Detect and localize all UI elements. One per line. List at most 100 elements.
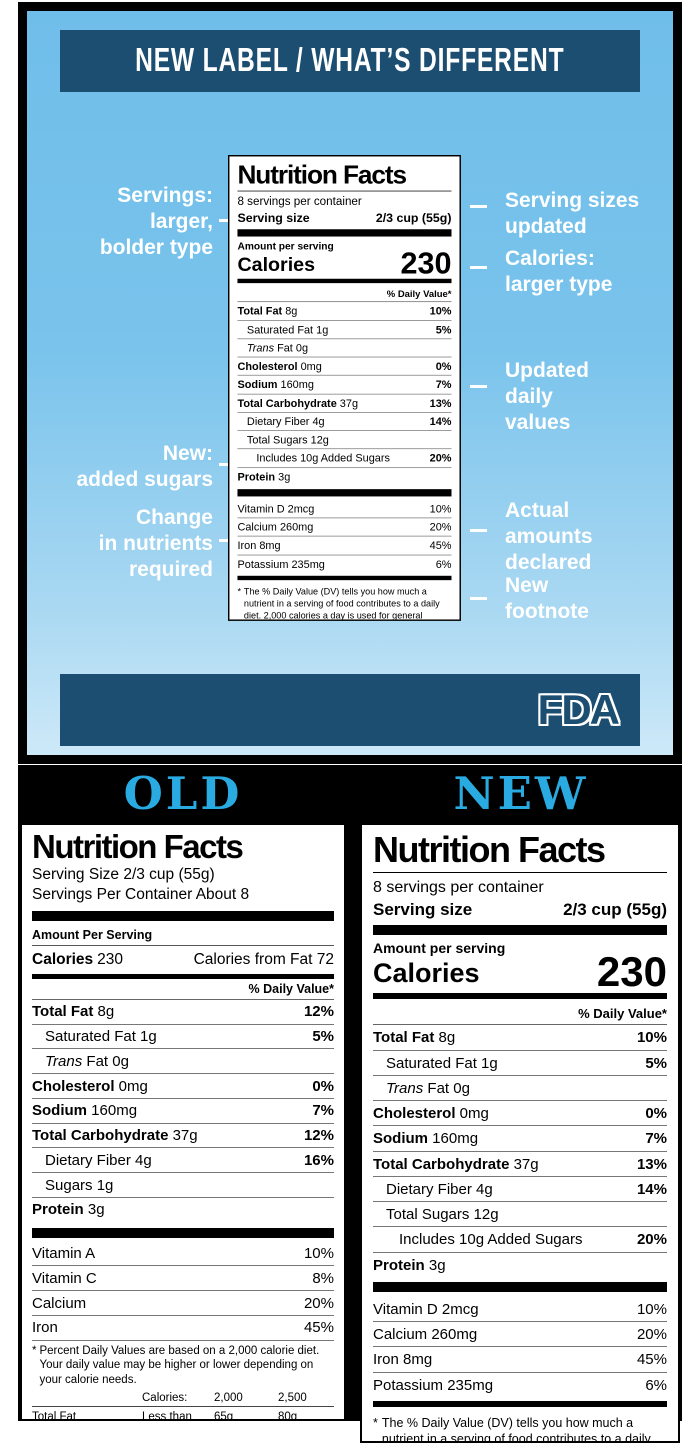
nutrient-row: Protein 3g (32, 1201, 105, 1219)
vitamin-row: Vitamin D 2mcg 10% (237, 500, 452, 519)
label-title: Nutrition Facts (237, 161, 452, 192)
connector-line (470, 205, 487, 208)
vitamin-row: Calcium 260mg 20% (237, 518, 452, 537)
connector-line (219, 539, 236, 542)
amount-per-serving: Amount per serving (373, 939, 506, 956)
label-footnote: * The % Daily Value (DV) tells you how m… (237, 586, 440, 621)
calories-row: Calories 230 (237, 245, 452, 281)
top-card-frame: NEW LABEL / WHAT’S DIFFERENT Servings: l… (18, 2, 682, 764)
divider-thick (32, 1227, 334, 1238)
vitamin-row: Potassium 235mg 6% (237, 558, 452, 571)
nutrient-row: Sugars 1g (32, 1173, 334, 1198)
daily-value-header: % Daily Value* (32, 979, 334, 1000)
nutrient-row: Total Fat 8g 10% (237, 302, 452, 321)
table-row: Total Fat Less than 65g 80g (32, 1410, 298, 1421)
divider-thick (237, 489, 452, 497)
top-card-background: NEW LABEL / WHAT’S DIFFERENT Servings: l… (27, 11, 673, 755)
serving-size-row: Serving size 2/3 cup (55g) (373, 899, 667, 919)
vitamin-row: Iron 45% (32, 1316, 334, 1341)
header-banner: NEW LABEL / WHAT’S DIFFERENT (60, 30, 640, 92)
divider-medium (373, 993, 667, 1000)
callout-added-sugars: New: added sugars (76, 442, 213, 491)
calories-row: Calories 230 Calories from Fat 72 (32, 950, 334, 968)
nutrient-row: Trans Fat 0g (373, 1076, 667, 1102)
servings-per-container: Servings Per Container About 8 (32, 885, 250, 903)
callout-servings: Servings: larger, bolder type (99, 184, 213, 259)
serving-size: Serving Size 2/3 cup (55g) (32, 865, 215, 883)
connector-line (470, 597, 487, 600)
fda-footer-bar: FDA (60, 674, 640, 746)
nutrient-row: Includes 10g Added Sugars 20% (237, 449, 452, 468)
callout-daily-values: Updated daily values (505, 359, 589, 434)
nutrient-row: Trans Fat 0g (32, 1049, 334, 1075)
vitamin-row: Calcium 260mg 20% (373, 1322, 667, 1348)
nutrient-row: Total Fat 8g 10% (373, 1025, 667, 1051)
nutrient-row: Total Fat 8g 12% (32, 1000, 334, 1025)
label-footnote: * Percent Daily Values are based on a 2,… (32, 1344, 320, 1387)
connector-line (470, 529, 487, 532)
connector-line (470, 385, 487, 388)
nutrition-label-old: Nutrition Facts Serving Size 2/3 cup (55… (20, 823, 346, 1421)
table-header: Calories: 2,000 2,500 (32, 1390, 334, 1407)
nutrient-row: Sodium 160mg 7% (373, 1126, 667, 1152)
nutrient-row: Total Carbohydrate 37g 13% (237, 394, 452, 413)
header-title: NEW LABEL / WHAT’S DIFFERENT (135, 41, 565, 79)
vitamin-row: Vitamin A 10% (32, 1242, 334, 1267)
divider-medium (373, 1400, 667, 1407)
nutrient-row: Saturated Fat 1g 5% (373, 1051, 667, 1076)
nutrition-label-new-small: Nutrition Facts 8 servings per container… (228, 155, 461, 621)
nutrient-row: Cholesterol 0mg 0% (373, 1101, 667, 1127)
callout-new-footnote: New footnote (505, 574, 589, 623)
label-title: Nutrition Facts (32, 828, 244, 865)
connector-line (470, 266, 487, 269)
nutrient-row: Dietary Fiber 4g 14% (373, 1177, 667, 1203)
label-title: Nutrition Facts (373, 832, 667, 873)
vitamin-row: Iron 8mg 45% (373, 1347, 667, 1373)
nutrient-row: Cholesterol 0mg 0% (237, 358, 452, 376)
nutrient-row: Cholesterol 0mg 0% (32, 1074, 334, 1099)
connector-line (219, 219, 236, 222)
old-heading: OLD (123, 767, 243, 820)
new-heading: NEW (453, 767, 589, 820)
nutrient-row: Includes 10g Added Sugars 20% (373, 1227, 667, 1253)
nutrient-row: Total Sugars 12g (373, 1202, 667, 1228)
calories-row: Calories 230 (373, 947, 667, 995)
label-footnote: * The % Daily Value (DV) tells you how m… (373, 1415, 651, 1443)
nutrient-row: Sodium 160mg 7% (237, 376, 452, 395)
divider-thick (373, 1281, 667, 1292)
daily-value-header: % Daily Value* (373, 1003, 667, 1026)
nutrient-row: Total Carbohydrate 37g 13% (373, 1152, 667, 1177)
divider-thick (32, 910, 334, 921)
callout-nutrients-change: Change in nutrients required (98, 506, 213, 581)
nutrient-row: Dietary Fiber 4g 16% (32, 1148, 334, 1174)
nutrient-row: Sodium 160mg 7% (32, 1099, 334, 1124)
divider-medium (237, 279, 452, 284)
daily-value-header: % Daily Value* (237, 286, 452, 303)
nutrient-row: Protein 3g (373, 1256, 446, 1274)
divider-medium (237, 575, 452, 581)
fda-logo: FDA (537, 686, 620, 733)
nutrition-label-new: Nutrition Facts 8 servings per container… (360, 823, 680, 1443)
divider-thick (373, 924, 667, 935)
callout-serving-sizes: Serving sizes updated (505, 189, 640, 238)
nutrient-row: Saturated Fat 1g 5% (32, 1025, 334, 1050)
vitamin-row: Iron 8mg 45% (237, 537, 452, 556)
vitamin-row: Potassium 235mg 6% (373, 1376, 667, 1394)
nutrient-row: Total Carbohydrate 37g 12% (32, 1124, 334, 1149)
nutrient-row: Protein 3g (237, 470, 291, 484)
vitamin-row: Vitamin C 8% (32, 1266, 334, 1292)
nutrient-row: Saturated Fat 1g 5% (237, 321, 452, 340)
callout-calories: Calories: larger type (505, 247, 613, 296)
vitamin-row: Vitamin D 2mcg 10% (373, 1297, 667, 1323)
nutrient-row: Dietary Fiber 4g 14% (237, 413, 452, 432)
nutrient-row: Trans Fat 0g (237, 339, 452, 358)
comparison-section: OLD NEW Nutrition Facts Serving Size 2/3… (18, 765, 682, 1443)
connector-line (219, 463, 236, 466)
serving-size-row: Serving size 2/3 cup (55g) (237, 210, 452, 225)
amount-per-serving: Amount Per Serving (32, 925, 334, 946)
center-nutrition-label: Nutrition Facts 8 servings per container… (228, 155, 462, 622)
divider-medium (32, 973, 334, 979)
vitamin-row: Calcium 20% (32, 1291, 334, 1316)
callout-actual-amounts: Actual amounts declared (505, 499, 593, 574)
